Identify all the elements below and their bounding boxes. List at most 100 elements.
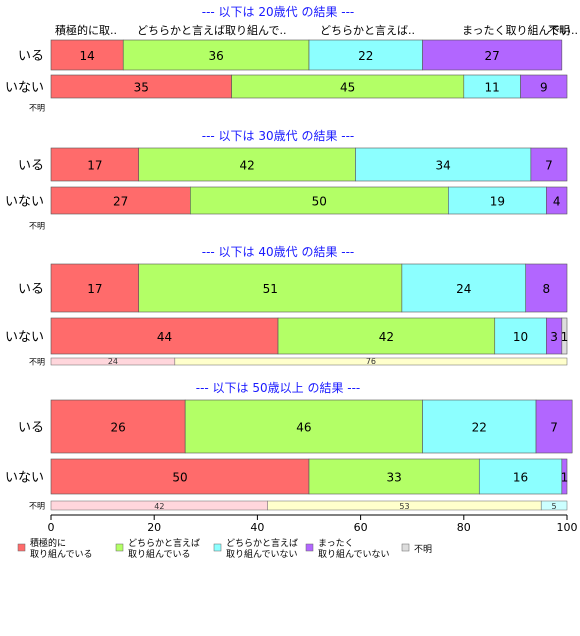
unknown-segment: [174, 357, 568, 366]
panel-title: --- 以下は 40歳代 の結果 ---: [202, 245, 355, 259]
bar-segment: [494, 317, 547, 355]
unknown-segment: [540, 500, 568, 511]
panel-title: --- 以下は 50歳以上 の結果 ---: [196, 381, 361, 395]
legend-label: どちらかと言えば取り組んでいる: [128, 537, 200, 560]
category-header: どちらかと言えば取り組んで..: [137, 24, 286, 37]
data-label: 44: [157, 330, 172, 344]
data-label: 27: [113, 195, 128, 209]
bar-segment: [50, 186, 191, 215]
unknown-label: 42: [154, 502, 164, 511]
data-label: 33: [386, 471, 401, 485]
bar-segment: [50, 317, 279, 355]
category-header: 不明: [548, 24, 570, 37]
bar-segment: [478, 458, 563, 495]
row-label: いる: [18, 421, 44, 436]
unknown-row-label: 不明: [29, 358, 45, 367]
bar-segment: [448, 186, 547, 215]
legend-swatch: [401, 543, 410, 552]
bar-segment: [184, 399, 423, 454]
data-label: 17: [87, 159, 102, 173]
data-label: 22: [358, 49, 373, 63]
data-label: 14: [79, 49, 94, 63]
data-label: 42: [239, 159, 254, 173]
row-label: いる: [18, 159, 44, 174]
data-label: 10: [513, 330, 528, 344]
data-label: 26: [110, 421, 125, 435]
category-header: どちらかと言えば..: [320, 24, 415, 37]
x-tick-label: 40: [250, 521, 264, 534]
row-label: いない: [5, 81, 44, 96]
bar-segment: [561, 458, 568, 495]
legend-swatch: [17, 543, 26, 552]
data-label: 3: [550, 330, 558, 344]
data-label: 16: [513, 471, 528, 485]
category-header: まったく取り組んでい..: [462, 24, 578, 37]
panel-title: --- 以下は 30歳代 の結果 ---: [202, 129, 355, 143]
unknown-row-label: 不明: [29, 222, 45, 231]
row-label: いる: [18, 282, 44, 297]
data-label: 45: [340, 81, 355, 95]
data-label: 1: [561, 330, 569, 344]
x-tick-label: 80: [457, 521, 471, 534]
category-header: 積極的に取..: [55, 23, 117, 37]
row-label: いる: [18, 49, 44, 64]
bar-segment: [50, 147, 140, 182]
x-tick-label: 100: [557, 521, 578, 534]
data-label: 8: [543, 282, 551, 296]
legend-label: 積極的に取り組んでいる: [30, 537, 93, 560]
data-label: 27: [485, 49, 500, 63]
unknown-label: 5: [552, 502, 557, 511]
x-tick-label: 0: [48, 521, 55, 534]
x-tick-label: 20: [147, 521, 161, 534]
bar-segment: [277, 317, 496, 355]
data-label: 35: [134, 81, 149, 95]
bar-segment: [525, 263, 568, 313]
data-label: 11: [485, 81, 500, 95]
bar-segment: [50, 399, 186, 454]
data-label: 46: [296, 421, 311, 435]
data-label: 19: [490, 195, 505, 209]
row-label: いない: [5, 195, 44, 210]
data-label: 50: [312, 195, 327, 209]
data-label: 34: [436, 159, 451, 173]
bar-segment: [422, 39, 563, 71]
panel-title: --- 以下は 20歳代 の結果 ---: [202, 5, 355, 19]
data-label: 42: [379, 330, 394, 344]
bar-segment: [401, 263, 527, 313]
bar-segment: [138, 263, 403, 313]
legend-label: 不明: [414, 544, 432, 555]
data-label: 36: [208, 49, 223, 63]
bar-segment: [530, 147, 568, 182]
bar-segment: [535, 399, 573, 454]
data-label: 7: [545, 159, 553, 173]
bar-segment: [122, 39, 310, 71]
data-label: 9: [540, 81, 548, 95]
bar-segment: [50, 263, 140, 313]
bar-segment: [308, 458, 480, 495]
bar-segment: [561, 317, 568, 355]
x-tick-label: 60: [354, 521, 368, 534]
legend-swatch: [115, 543, 124, 552]
unknown-label: 76: [366, 357, 376, 366]
data-label: 24: [456, 282, 471, 296]
data-label: 4: [553, 195, 561, 209]
legend-swatch: [213, 543, 222, 552]
data-label: 1: [561, 471, 569, 485]
bar-segment: [546, 186, 568, 215]
data-label: 17: [87, 282, 102, 296]
unknown-row-label: 不明: [29, 104, 45, 113]
unknown-label: 53: [399, 502, 409, 511]
legend-label: どちらかと言えば取り組んでいない: [226, 537, 298, 560]
legend-label: まったく取り組んでいない: [318, 538, 390, 560]
data-label: 22: [472, 421, 487, 435]
legend-swatch: [305, 543, 314, 552]
row-label: いない: [5, 330, 44, 345]
bar-segment: [355, 147, 532, 182]
data-label: 7: [550, 421, 558, 435]
data-label: 50: [172, 471, 187, 485]
row-label: いない: [5, 471, 44, 486]
bar-segment: [422, 399, 537, 454]
data-label: 51: [263, 282, 278, 296]
bar-segment: [520, 74, 568, 99]
